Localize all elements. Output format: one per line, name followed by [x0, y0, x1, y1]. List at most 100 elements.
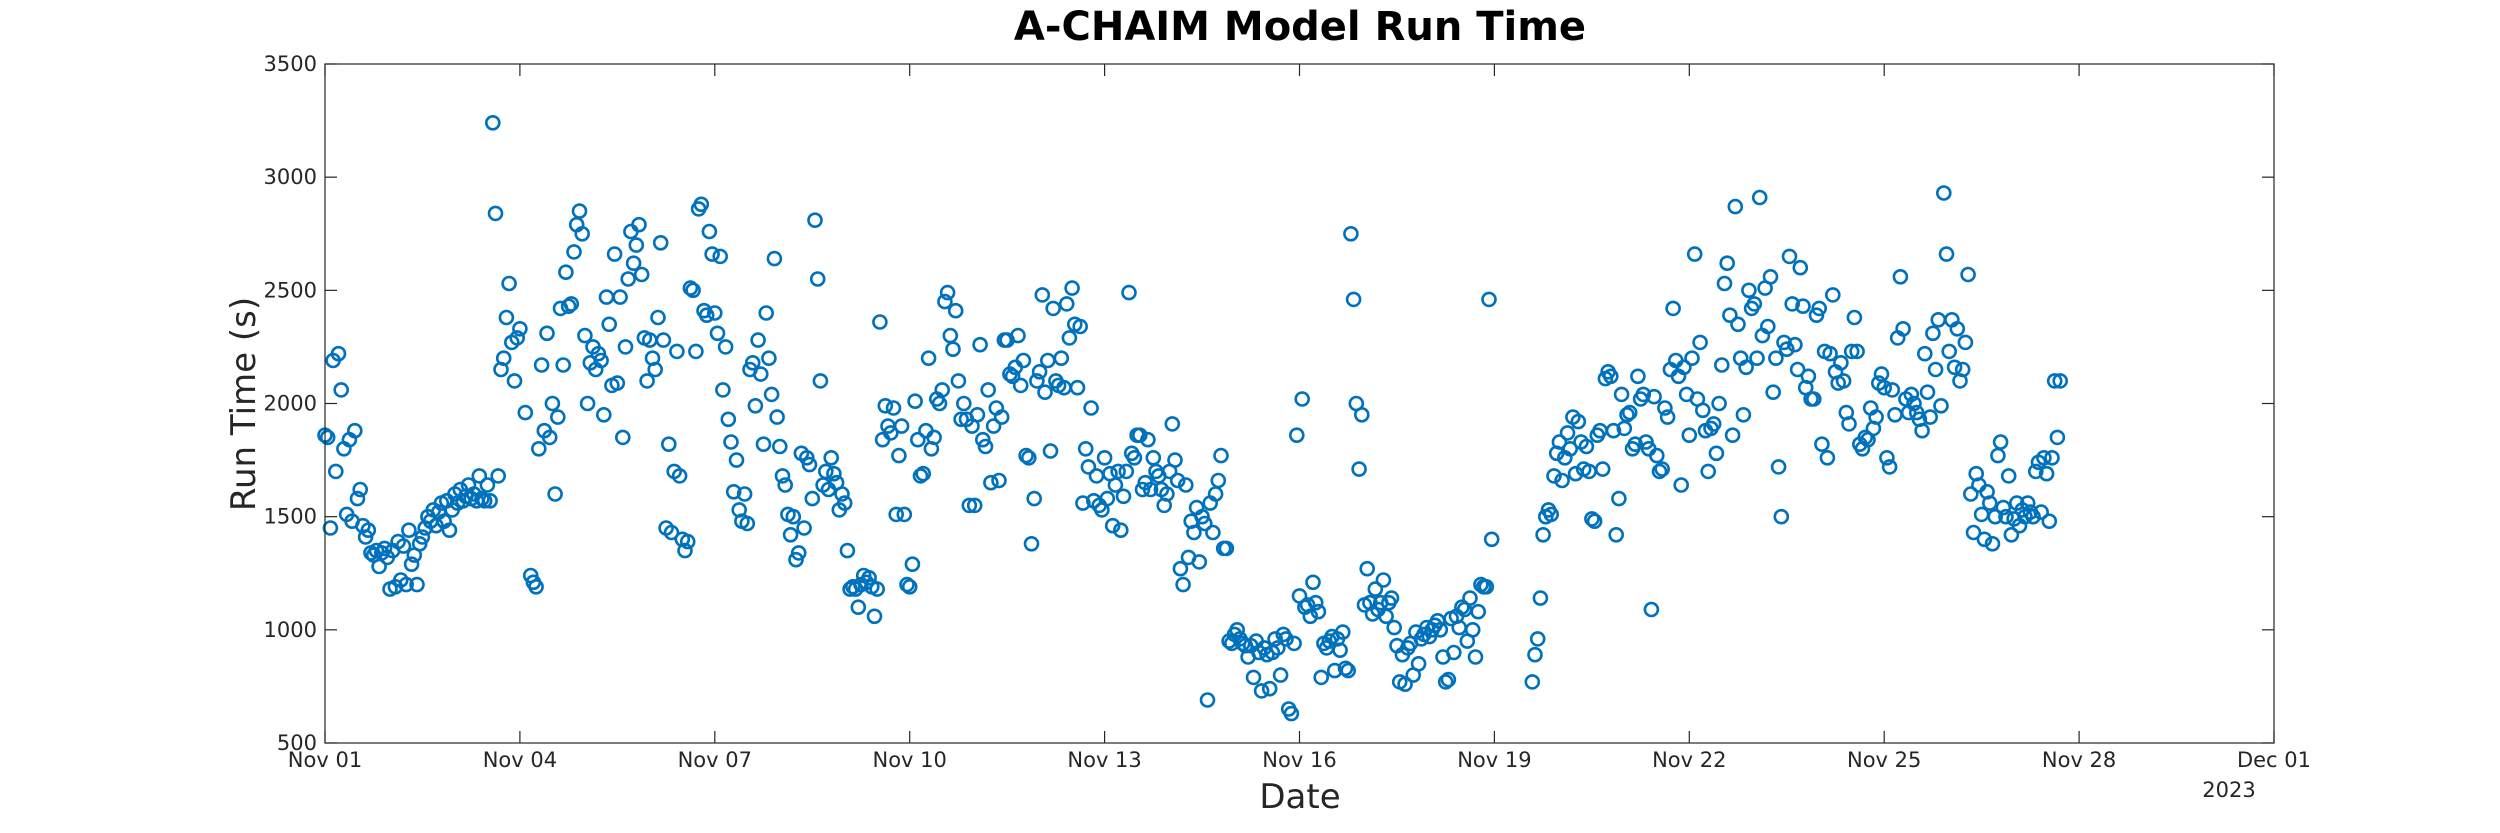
data-point [1172, 560, 1189, 577]
data-point [804, 490, 821, 507]
data-point [1015, 352, 1032, 369]
data-point [953, 411, 969, 428]
data-point [1795, 298, 1811, 315]
data-point [617, 339, 634, 355]
data-point [1849, 343, 1865, 360]
data-point [947, 302, 964, 319]
data-point [628, 237, 645, 253]
data-point [1529, 631, 1546, 647]
data-point [655, 332, 672, 348]
data-point [533, 357, 550, 373]
data-point [1784, 296, 1800, 312]
data-point [1099, 490, 1116, 507]
data-point [1651, 463, 1668, 480]
data-point [1069, 379, 1086, 396]
data-point [1892, 268, 1909, 285]
data-point [926, 429, 942, 446]
data-point [1140, 431, 1156, 448]
data-point [872, 314, 888, 330]
x-tick-label: Nov 13 [1067, 748, 1141, 772]
data-point [1286, 635, 1302, 652]
data-point [1881, 459, 1898, 475]
data-point [1026, 490, 1042, 507]
data-point [1846, 309, 1863, 326]
data-point [1267, 631, 1283, 647]
data-point [715, 382, 731, 398]
data-point [1765, 384, 1781, 401]
data-point [688, 343, 704, 360]
data-point [758, 305, 775, 321]
data-point [1949, 320, 1966, 337]
data-point [1562, 440, 1578, 457]
data-point [612, 289, 628, 305]
data-point [1730, 316, 1746, 333]
data-point [1787, 336, 1803, 353]
data-point [2041, 513, 2058, 530]
data-point [1876, 379, 1892, 396]
data-point [1722, 307, 1738, 324]
data-point [1289, 427, 1305, 444]
data-point [1914, 422, 1930, 439]
data-point [796, 520, 812, 536]
data-point [1386, 619, 1402, 636]
data-point [1145, 449, 1162, 466]
data-point [1042, 443, 1059, 459]
data-point [1546, 468, 1562, 484]
x-axis: Nov 01 Nov 04 Nov 07 Nov 10 Nov 13 Nov 16 Nov … [288, 64, 2311, 772]
data-point [1619, 406, 1635, 423]
data-point [1045, 300, 1061, 317]
data-point [555, 357, 572, 373]
data-point [1654, 461, 1670, 477]
data-point [1053, 350, 1070, 367]
y-tick-label: 2000 [264, 392, 317, 416]
data-point [1543, 506, 1559, 523]
data-point [1332, 642, 1348, 659]
data-point [1397, 676, 1413, 693]
data-point [1990, 447, 2006, 464]
data-point [950, 373, 967, 389]
data-point [541, 429, 558, 446]
data-point [414, 529, 431, 545]
data-point [698, 307, 715, 324]
data-point [647, 361, 664, 378]
data-point [652, 235, 669, 251]
data-point [598, 289, 615, 305]
data-point [609, 375, 626, 391]
data-point [1083, 400, 1099, 416]
data-point [650, 309, 666, 326]
data-point [1965, 524, 1982, 541]
data-point [909, 431, 926, 448]
data-point [693, 196, 710, 213]
data-point [2038, 465, 2055, 482]
data-point [888, 506, 905, 523]
data-point [1708, 445, 1725, 462]
data-point [633, 266, 650, 283]
data-point [1142, 481, 1159, 498]
data-point [701, 223, 718, 240]
data-point [1613, 386, 1630, 403]
data-point [942, 327, 959, 344]
data-point [1995, 499, 2012, 516]
data-point [1692, 334, 1708, 351]
data-point [1010, 327, 1026, 344]
data-point [785, 508, 802, 525]
data-point [1925, 325, 1941, 342]
data-point [1781, 248, 1798, 265]
data-point [1354, 406, 1370, 423]
data-point [1700, 463, 1716, 480]
data-point [766, 250, 783, 267]
data-point [1218, 540, 1235, 557]
data-point [1984, 535, 2001, 552]
data-point [1695, 402, 1711, 419]
chart-title: A-CHAIM Model Run Time [1014, 4, 1586, 50]
data-point [319, 429, 336, 446]
data-point [682, 280, 699, 296]
data-point [1941, 343, 1957, 360]
data-point [1199, 692, 1216, 708]
data-point [1884, 382, 1901, 398]
data-point [601, 316, 618, 333]
data-point [1191, 554, 1208, 570]
data-point [904, 556, 921, 573]
data-point [907, 393, 923, 410]
x-tick-label: Dec 01 [2237, 748, 2311, 772]
